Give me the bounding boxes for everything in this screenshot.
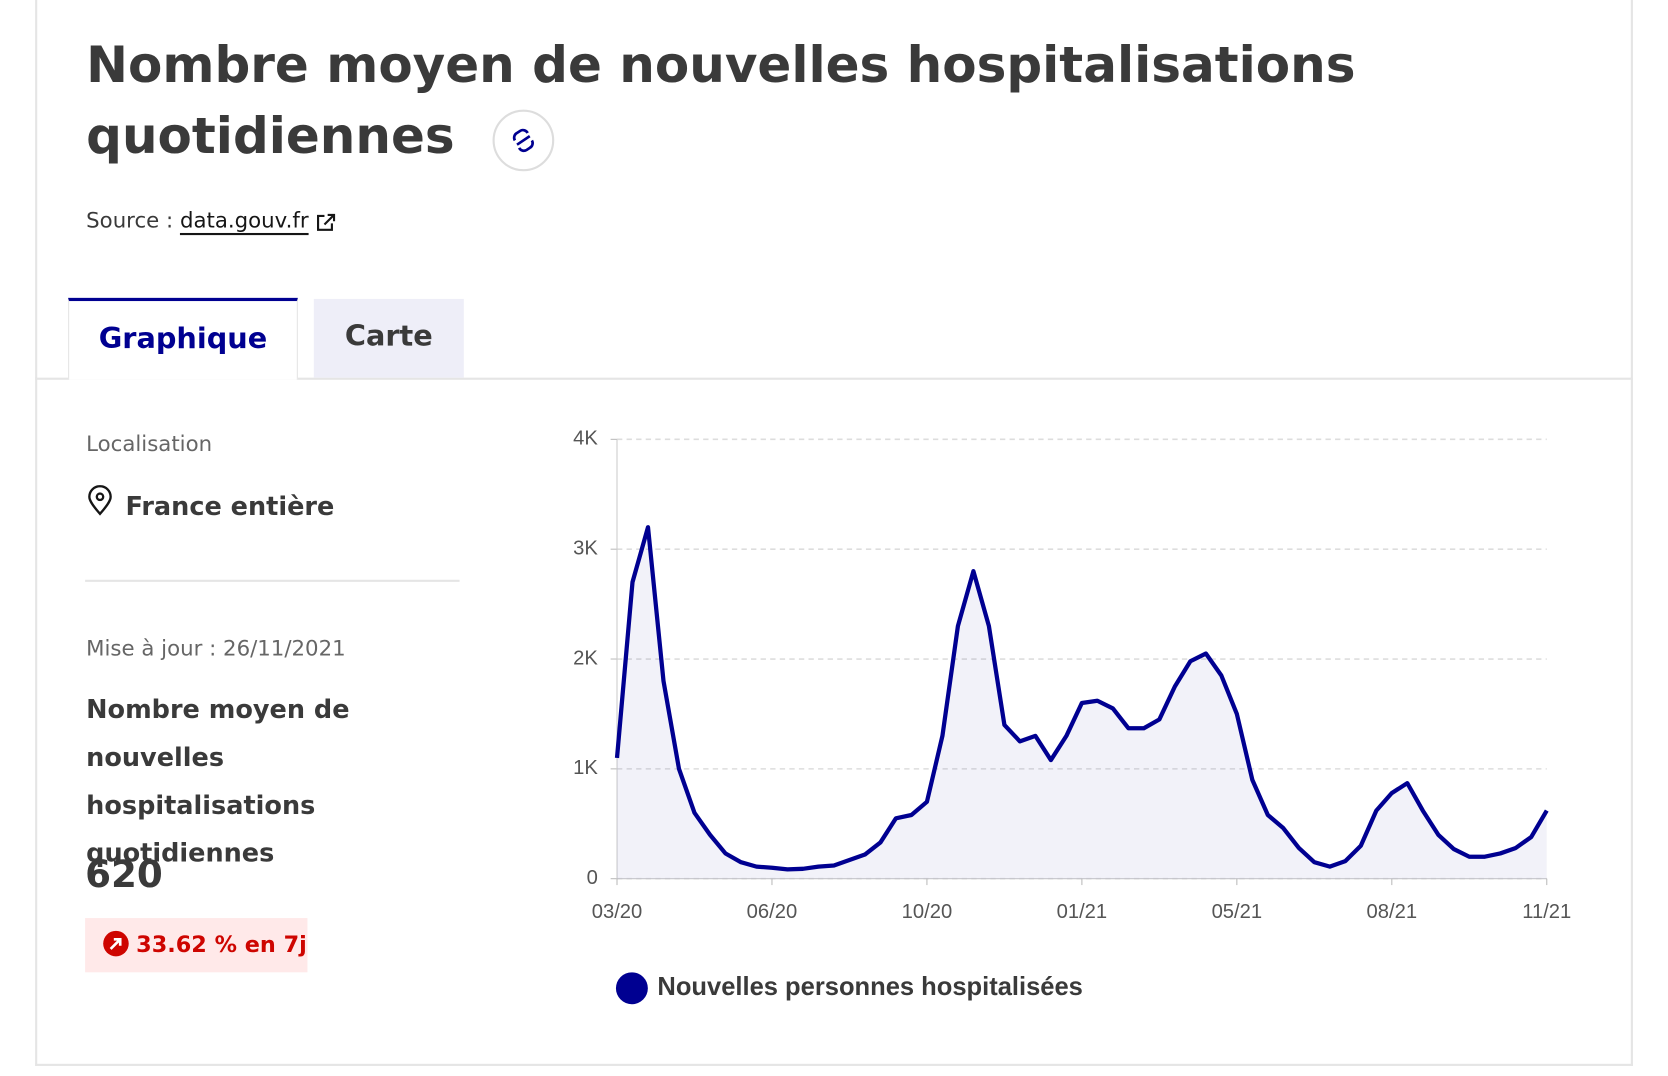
page-title: Nombre moyen de nouvelles hospitalisatio… xyxy=(86,30,1469,173)
divider xyxy=(85,579,460,582)
y-tick-label: 3K xyxy=(573,538,598,560)
y-tick-label: 2K xyxy=(573,647,598,669)
y-tick-label: 0 xyxy=(587,867,598,889)
y-tick-label: 1K xyxy=(573,757,598,779)
legend-marker xyxy=(615,972,648,1005)
indicator-value: 620 xyxy=(85,854,163,897)
x-tick-label: 06/20 xyxy=(747,901,798,923)
x-tick-label: 05/21 xyxy=(1212,901,1263,923)
x-tick-label: 08/21 xyxy=(1367,901,1418,923)
x-tick-label: 01/21 xyxy=(1057,901,1108,923)
legend-label: Nouvelles personnes hospitalisées xyxy=(657,973,1082,1001)
y-tick-label: 4K xyxy=(573,428,598,450)
x-tick-label: 10/20 xyxy=(902,901,953,923)
arrow-icon xyxy=(103,930,129,957)
x-tick-label: 03/20 xyxy=(592,901,643,923)
card xyxy=(35,0,1633,1066)
line xyxy=(614,525,1549,872)
external-icon xyxy=(317,213,336,231)
tab-border xyxy=(35,377,1633,380)
link-button[interactable] xyxy=(491,108,555,172)
change-badge: 33.62 % en 7j xyxy=(85,918,308,973)
updated: Mise à jour : 26/11/2021 xyxy=(86,635,346,661)
source-link[interactable]: data.gouv.fr xyxy=(179,207,309,233)
source-label: Source : xyxy=(86,207,174,233)
indicator: Nombre moyen de nouvelles hospitalisatio… xyxy=(86,694,350,869)
title-text: Nombre moyen de nouvelles hospitalisatio… xyxy=(86,36,1356,166)
tab[interactable]: Carte xyxy=(313,298,464,378)
change-text: 33.62 % en 7j xyxy=(136,931,307,958)
pin-icon xyxy=(88,485,112,516)
tab[interactable]: Graphique xyxy=(68,297,298,380)
location: France entière xyxy=(125,491,335,522)
x-tick-label: 11/21 xyxy=(1522,901,1571,923)
location-label: Localisation xyxy=(86,430,213,457)
source: Source : data.gouv.fr xyxy=(86,207,339,233)
